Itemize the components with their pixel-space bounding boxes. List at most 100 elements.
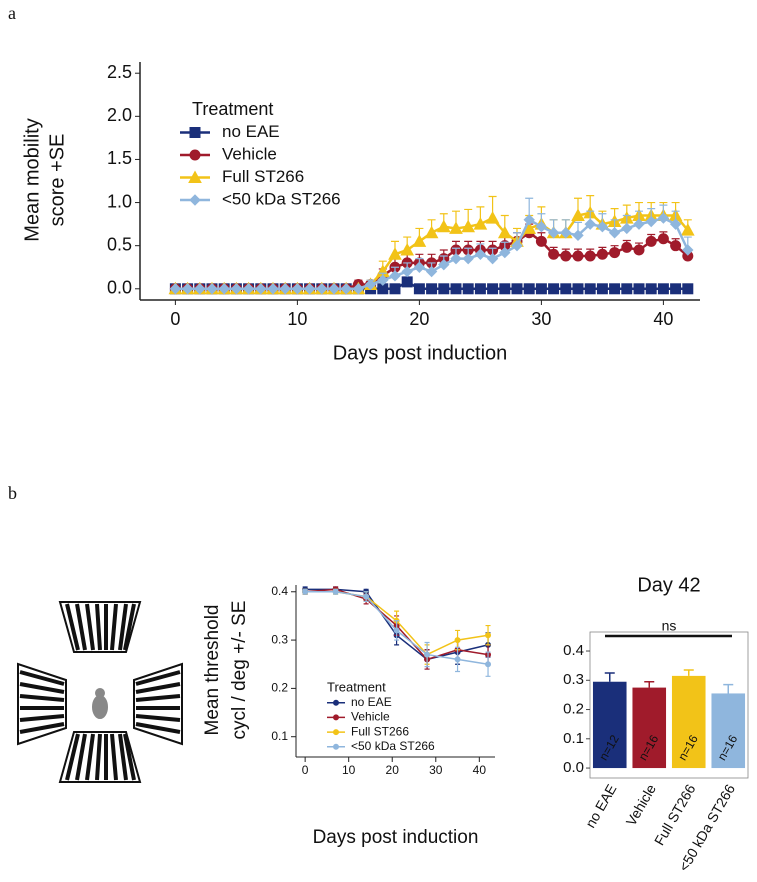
- legend-label: Full ST266: [222, 167, 304, 186]
- marker: [206, 283, 218, 295]
- marker: [474, 248, 487, 261]
- marker: [377, 274, 389, 286]
- x-tick-label: 20: [386, 763, 400, 777]
- marker: [242, 283, 255, 295]
- marker: [535, 220, 548, 233]
- marker: [255, 283, 267, 295]
- marker: [657, 283, 669, 295]
- marker: [657, 212, 670, 224]
- marker: [393, 627, 400, 634]
- legend-label: <50 kDa ST266: [222, 189, 341, 208]
- marker: [523, 283, 535, 295]
- y-axis-title: score +SE: [46, 134, 68, 227]
- marker: [485, 211, 500, 224]
- marker: [547, 227, 560, 239]
- marker: [682, 283, 694, 295]
- y-tick-label: 1.5: [107, 148, 132, 168]
- legend-label: no EAE: [351, 695, 392, 709]
- legend-title: Treatment: [327, 679, 386, 694]
- marker: [302, 588, 309, 595]
- legend-title: Treatment: [192, 99, 273, 119]
- x-tick-label: 0: [302, 763, 309, 777]
- marker: [548, 283, 560, 295]
- marker: [389, 270, 401, 282]
- y-tick-label: 2.0: [107, 105, 132, 125]
- y-tick-label: 0.2: [563, 701, 584, 718]
- y-tick-label: 0.2: [271, 681, 288, 695]
- marker: [450, 283, 462, 295]
- marker: [413, 283, 425, 295]
- y-tick-label: 0.4: [563, 642, 584, 659]
- y-axis-title: Mean threshold: [202, 605, 223, 736]
- marker: [352, 283, 365, 295]
- marker: [548, 248, 560, 260]
- error-bar: [683, 669, 694, 676]
- x-tick-label: 40: [653, 309, 673, 329]
- x-tick-label: 30: [429, 763, 443, 777]
- significance-label: ns: [662, 618, 677, 634]
- marker: [680, 223, 695, 236]
- marker: [485, 632, 492, 639]
- marker: [572, 283, 584, 295]
- bar: [592, 681, 627, 769]
- marker: [333, 729, 339, 736]
- marker: [596, 220, 609, 233]
- marker: [535, 235, 547, 247]
- marker: [670, 240, 682, 252]
- x-tick-label: no EAE: [582, 781, 620, 830]
- marker: [572, 250, 584, 262]
- marker: [462, 252, 474, 265]
- marker: [189, 127, 201, 138]
- marker: [596, 283, 608, 295]
- marker: [267, 283, 279, 295]
- marker: [608, 227, 621, 239]
- marker: [657, 233, 669, 245]
- plot-frame: [589, 631, 749, 779]
- marker: [596, 248, 608, 260]
- marker: [194, 283, 206, 295]
- marker: [560, 283, 572, 295]
- marker: [487, 283, 499, 295]
- chart-title: Day 42: [637, 574, 700, 596]
- marker: [332, 588, 339, 595]
- marker: [645, 215, 657, 228]
- marker: [609, 247, 621, 259]
- marker: [401, 276, 413, 288]
- marker: [189, 194, 201, 206]
- marker: [462, 283, 474, 295]
- marker: [454, 656, 461, 663]
- error-bar: [644, 680, 655, 688]
- marker: [436, 219, 451, 233]
- marker: [669, 218, 682, 230]
- marker: [560, 227, 572, 239]
- marker: [230, 283, 243, 295]
- marker: [682, 244, 694, 256]
- legend-label: Vehicle: [351, 710, 390, 724]
- marker: [621, 222, 633, 235]
- marker: [333, 743, 339, 750]
- marker: [535, 283, 547, 295]
- marker: [621, 283, 633, 295]
- marker: [449, 221, 463, 234]
- marker: [333, 714, 339, 721]
- marker: [572, 229, 584, 242]
- y-tick-label: 0.0: [563, 759, 584, 776]
- marker: [633, 244, 645, 256]
- marker: [333, 699, 339, 706]
- marker: [424, 225, 439, 239]
- x-axis-title: Days post induction: [333, 342, 508, 364]
- marker: [413, 261, 426, 273]
- marker: [389, 283, 401, 295]
- marker: [424, 651, 431, 658]
- x-tick-label: 40: [473, 763, 487, 777]
- marker: [426, 283, 438, 295]
- marker: [401, 265, 413, 278]
- marker: [584, 250, 596, 262]
- legend-label: Vehicle: [222, 144, 277, 163]
- y-tick-label: 0.3: [271, 632, 288, 646]
- marker: [188, 170, 202, 183]
- x-tick-label: 20: [409, 309, 429, 329]
- marker: [609, 283, 621, 295]
- panel-label: a: [8, 3, 16, 23]
